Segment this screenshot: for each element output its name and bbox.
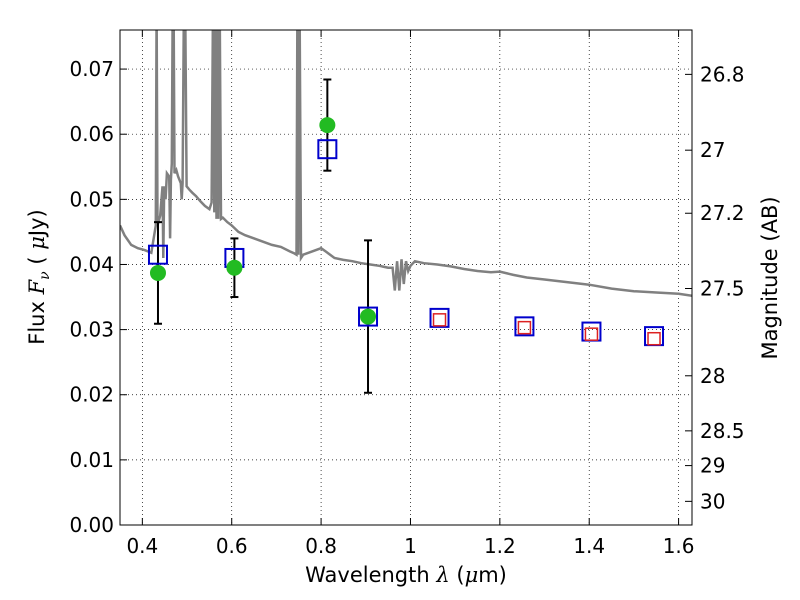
observed-flux-point xyxy=(360,308,377,325)
grid-lines xyxy=(120,30,692,526)
x-tick-label: 0.6 xyxy=(216,534,248,558)
x-tick-label: 1 xyxy=(404,534,417,558)
y-tick-label: 0.00 xyxy=(69,513,114,537)
predicted-photometry-square xyxy=(517,320,532,335)
y-axis-label-unit-open: ( xyxy=(25,256,49,264)
magnitude-tick-label: 28.5 xyxy=(700,419,745,443)
model-photometry-square xyxy=(317,139,338,160)
model-photometry-square xyxy=(514,316,535,337)
x-tick-label: 0.4 xyxy=(126,534,158,558)
x-tick-label: 1.6 xyxy=(663,534,695,558)
observed-flux-point xyxy=(319,117,336,134)
predicted-photometry-square xyxy=(647,331,661,346)
y-axis-label-unit-mu: μ xyxy=(25,236,49,250)
x-axis-label-symbol: λ xyxy=(435,563,449,587)
y2-axis-label: Magnitude (AB) xyxy=(758,196,782,359)
observed-flux-point xyxy=(226,259,243,276)
magnitude-tick-label: 26.8 xyxy=(700,62,745,86)
magnitude-tick-label: 29 xyxy=(700,454,725,478)
model-photometry-square xyxy=(429,307,450,328)
model-spectrum-line xyxy=(120,30,692,297)
x-tick-label: 1.4 xyxy=(573,534,605,558)
predicted-photometry-square xyxy=(584,327,599,341)
x-axis-label-unit-mu: μ xyxy=(465,563,479,587)
y-tick-label: 0.03 xyxy=(69,318,114,342)
observed-flux-point xyxy=(149,264,166,281)
y-tick-label: 0.07 xyxy=(69,57,114,81)
y-tick-label: 0.04 xyxy=(69,252,114,276)
model-photometry-square xyxy=(358,306,379,327)
magnitude-tick-label: 30 xyxy=(700,489,725,513)
x-axis-label-unit-close: m) xyxy=(478,563,507,587)
x-axis-label-unit-open: ( xyxy=(450,563,465,587)
y-axis-label: Flux Fν ( μJy) xyxy=(25,209,53,345)
y-axis-label-symbol: F xyxy=(25,278,49,295)
magnitude-tick-label: 27.5 xyxy=(700,277,745,301)
y-tick-label: 0.05 xyxy=(69,187,114,211)
magnitude-tick-label: 27 xyxy=(700,138,725,162)
predicted-photometry-square xyxy=(432,313,447,327)
y-axis-label-text: Flux xyxy=(25,301,49,345)
model-photometry-square xyxy=(147,244,168,265)
y-tick-label: 0.06 xyxy=(69,122,114,146)
magnitude-tick-label: 28 xyxy=(700,364,725,388)
y-tick-label: 0.01 xyxy=(69,448,114,472)
plot-area xyxy=(120,30,692,394)
y-tick-label: 0.02 xyxy=(69,383,114,407)
magnitude-tick-label: 27.2 xyxy=(700,201,745,225)
axis-ticks: 0.4 0.6 0.8 1 1.2 1.4 1.6 0.00 0.01 0.02 0.03 0.04 0… xyxy=(69,30,745,558)
x-axis-label-text: Wavelength xyxy=(305,563,430,587)
y-axis-label-subscript: ν xyxy=(37,271,53,280)
x-tick-label: 0.8 xyxy=(305,534,337,558)
x-tick-label: 1.2 xyxy=(484,534,516,558)
x-axis-label: Wavelength λ (μm) xyxy=(305,563,507,587)
plot-frame xyxy=(119,29,693,526)
y-axis-label-unit-close: Jy) xyxy=(25,209,49,238)
